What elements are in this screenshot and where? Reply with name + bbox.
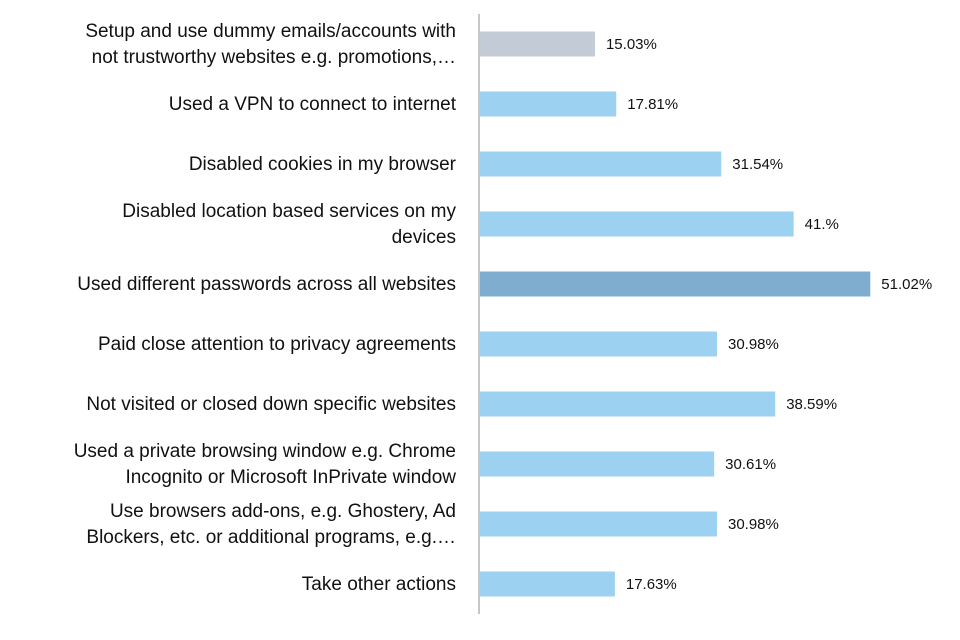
value-labels-layer: 15.03% 17.81% 31.54% 41.% 51.02% 30.98% 38.59%… — [606, 36, 932, 593]
bar-6 — [480, 391, 776, 417]
bars-layer — [480, 31, 871, 597]
category-label-6-line-0: Not visited or closed down specific webs… — [86, 394, 456, 415]
category-label-7-line-0: Used a private browsing window e.g. Chro… — [74, 441, 456, 462]
category-label-8-line-0: Use browsers add-ons, e.g. Ghostery, Ad — [110, 501, 456, 522]
value-label-7: 30.61% — [725, 456, 776, 473]
value-label-0: 15.03% — [606, 36, 657, 53]
category-label-2: Disabled cookies in my browser — [189, 154, 457, 175]
category-label-3-line-0: Disabled location based services on my — [122, 201, 456, 222]
value-label-6: 38.59% — [786, 396, 837, 413]
bar-4 — [480, 271, 871, 297]
value-label-5: 30.98% — [728, 336, 779, 353]
bar-9 — [480, 571, 615, 597]
category-label-9-line-0: Take other actions — [302, 574, 456, 595]
category-label-0-line-1: not trustworthy websites e.g. promotions… — [92, 47, 456, 68]
bar-2 — [480, 151, 722, 177]
category-label-7: Used a private browsing window e.g. Chro… — [74, 441, 457, 488]
category-label-6: Not visited or closed down specific webs… — [86, 394, 456, 415]
category-label-4: Used different passwords across all webs… — [77, 274, 456, 295]
value-label-8: 30.98% — [728, 516, 779, 533]
bar-3 — [480, 211, 794, 237]
category-label-5-line-0: Paid close attention to privacy agreemen… — [98, 334, 456, 355]
value-label-2: 31.54% — [732, 156, 783, 173]
bar-8 — [480, 511, 717, 537]
category-label-7-line-1: Incognito or Microsoft InPrivate window — [125, 467, 456, 488]
category-label-0: Setup and use dummy emails/accounts with… — [85, 21, 456, 68]
category-label-3: Disabled location based services on my de… — [122, 201, 456, 248]
bar-0 — [480, 31, 595, 57]
category-label-1-line-0: Used a VPN to connect to internet — [169, 94, 457, 115]
bar-1 — [480, 91, 617, 117]
category-label-8: Use browsers add-ons, e.g. Ghostery, Ad B… — [86, 501, 456, 548]
bar-5 — [480, 331, 717, 357]
value-label-1: 17.81% — [627, 96, 678, 113]
value-label-4: 51.02% — [881, 276, 932, 293]
bar-7 — [480, 451, 715, 477]
category-label-2-line-0: Disabled cookies in my browser — [189, 154, 457, 175]
category-label-1: Used a VPN to connect to internet — [169, 94, 457, 115]
category-label-8-line-1: Blockers, etc. or additional programs, e… — [86, 527, 456, 548]
category-label-5: Paid close attention to privacy agreemen… — [98, 334, 456, 355]
value-label-3: 41.% — [805, 216, 839, 233]
value-label-9: 17.63% — [626, 576, 677, 593]
category-label-9: Take other actions — [302, 574, 456, 595]
category-label-3-line-1: devices — [392, 227, 456, 248]
category-label-0-line-0: Setup and use dummy emails/accounts with — [85, 21, 456, 42]
category-labels-layer: Setup and use dummy emails/accounts with… — [74, 21, 457, 595]
category-label-4-line-0: Used different passwords across all webs… — [77, 274, 456, 295]
